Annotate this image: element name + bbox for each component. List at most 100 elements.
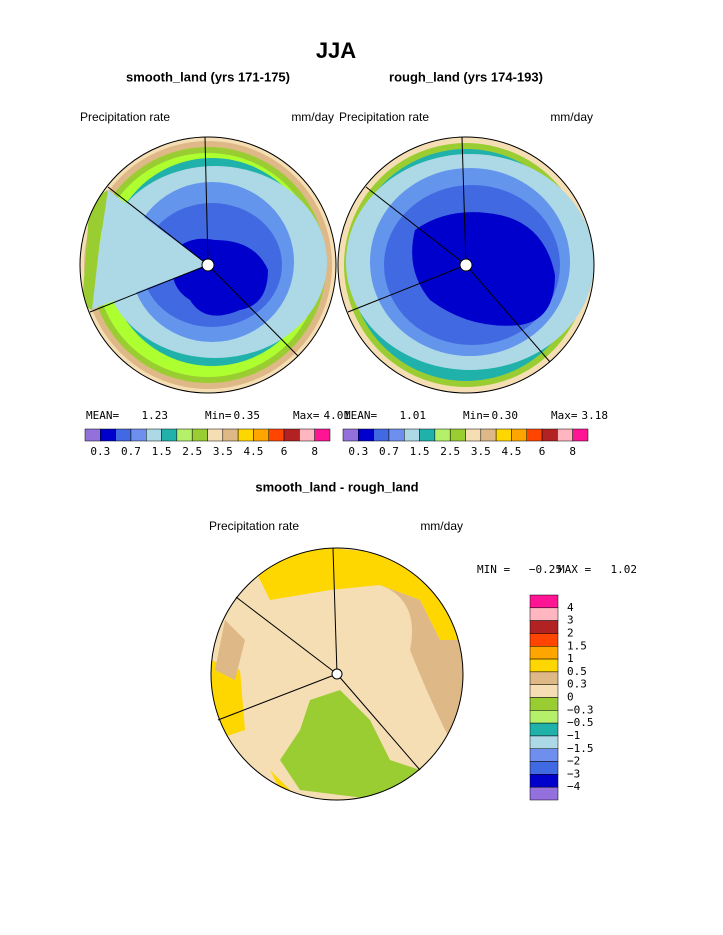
stat: 3.18 <box>582 409 609 422</box>
stat: Max= <box>551 409 578 422</box>
colorbar-label: 4.5 <box>244 445 264 458</box>
colorbar-box <box>283 428 300 442</box>
stat: Min= <box>205 409 232 422</box>
colorbar-label: 1.5 <box>152 445 172 458</box>
stat: MEAN= <box>344 409 377 422</box>
colorbar-box <box>529 633 559 647</box>
map-outline <box>337 136 595 394</box>
colorbar-box <box>100 428 116 442</box>
colorbar-label: −1 <box>567 729 580 742</box>
colorbar-label: 4 <box>567 601 574 614</box>
colorbar-label: −1.5 <box>567 742 594 755</box>
colorbar-box <box>511 428 527 442</box>
stat: MIN = <box>477 563 510 576</box>
colorbar-label: 6 <box>281 445 288 458</box>
colorbar-box <box>146 428 162 442</box>
colorbar-label: 8 <box>569 445 576 458</box>
variable-label: Precipitation rate <box>339 110 429 124</box>
colorbar-box <box>557 428 573 442</box>
colorbar-box <box>529 646 559 660</box>
colorbar-box <box>529 735 559 749</box>
variable-label: Precipitation rate <box>209 519 299 533</box>
colorbar-box <box>572 428 589 442</box>
pole <box>459 258 473 272</box>
map-outline <box>210 547 464 801</box>
colorbar-box <box>529 594 559 609</box>
panel-title: rough_land (yrs 174-193) <box>389 69 543 84</box>
colorbar-box <box>176 428 193 442</box>
units-label: mm/day <box>291 110 334 124</box>
colorbar-box <box>268 428 285 442</box>
colorbar-label: 2.5 <box>440 445 460 458</box>
colorbar-box <box>541 428 558 442</box>
variable-label: Precipitation rate <box>80 110 170 124</box>
colorbar-label: 0 <box>567 691 574 704</box>
colorbar-label: 8 <box>311 445 318 458</box>
colorbar-box <box>130 428 147 442</box>
colorbar-box <box>161 428 178 442</box>
colorbar-label: 1.5 <box>567 639 587 652</box>
colorbar-box <box>529 620 559 634</box>
colorbar-label: −0.5 <box>567 716 594 729</box>
colorbar-box <box>342 428 359 442</box>
sector-lines <box>217 547 421 771</box>
colorbar-box <box>419 428 436 442</box>
colorbar-label: 1.5 <box>410 445 430 458</box>
title: JJA <box>316 38 356 63</box>
colorbar-box <box>529 684 559 698</box>
colorbar-box <box>529 658 559 673</box>
colorbar-box <box>115 428 132 442</box>
colorbar-label: 0.7 <box>379 445 399 458</box>
colorbar-label: −4 <box>567 780 581 793</box>
colorbar-box <box>207 428 224 442</box>
stat: MAX = <box>558 563 591 576</box>
stat: 4.01 <box>324 409 351 422</box>
stat: 1.23 <box>142 409 169 422</box>
colorbar-label: 4.5 <box>502 445 522 458</box>
colorbar-label: 0.5 <box>567 665 587 678</box>
colorbar-box <box>529 671 559 685</box>
colorbar-box <box>465 428 482 442</box>
colorbar-box <box>529 774 559 788</box>
colorbar-label: 0.3 <box>567 678 587 691</box>
colorbar-box <box>222 428 239 442</box>
colorbar-label: 6 <box>539 445 546 458</box>
stat: MEAN= <box>86 409 119 422</box>
colorbar-box <box>191 428 208 442</box>
colorbar-box <box>314 428 331 442</box>
stat: Min= <box>463 409 490 422</box>
colorbar-box <box>529 761 559 775</box>
colorbar-label: −3 <box>567 767 580 780</box>
units-label: mm/day <box>550 110 593 124</box>
stat: 0.35 <box>234 409 261 422</box>
colorbar-box <box>480 428 497 442</box>
stat: 1.01 <box>400 409 427 422</box>
colorbar-box <box>237 428 254 442</box>
colorbar-label: 3.5 <box>213 445 233 458</box>
colorbar-label: −2 <box>567 755 580 768</box>
stat: 1.02 <box>611 563 638 576</box>
colorbar-label: 0.7 <box>121 445 141 458</box>
colorbar-label: 3.5 <box>471 445 491 458</box>
colorbar-label: 1 <box>567 652 574 665</box>
panel-title: smooth_land - rough_land <box>255 479 418 494</box>
colorbar-box <box>253 428 269 442</box>
colorbar-label: −0.3 <box>567 703 594 716</box>
colorbar-box <box>529 607 559 621</box>
colorbar-box <box>299 428 315 442</box>
colorbar-box <box>529 710 559 724</box>
colorbar-box <box>449 428 466 442</box>
colorbar-box <box>529 697 559 711</box>
colorbar-box <box>529 786 559 801</box>
colorbar-box <box>526 428 543 442</box>
stat: Max= <box>293 409 320 422</box>
stat: 0.30 <box>492 409 519 422</box>
colorbar-label: 0.3 <box>348 445 368 458</box>
colorbar-label: 2 <box>567 626 574 639</box>
colorbar-label: 2.5 <box>182 445 202 458</box>
colorbar-label: 0.3 <box>90 445 110 458</box>
colorbar-box <box>529 722 559 737</box>
colorbar-box <box>434 428 451 442</box>
colorbar-box <box>404 428 420 442</box>
